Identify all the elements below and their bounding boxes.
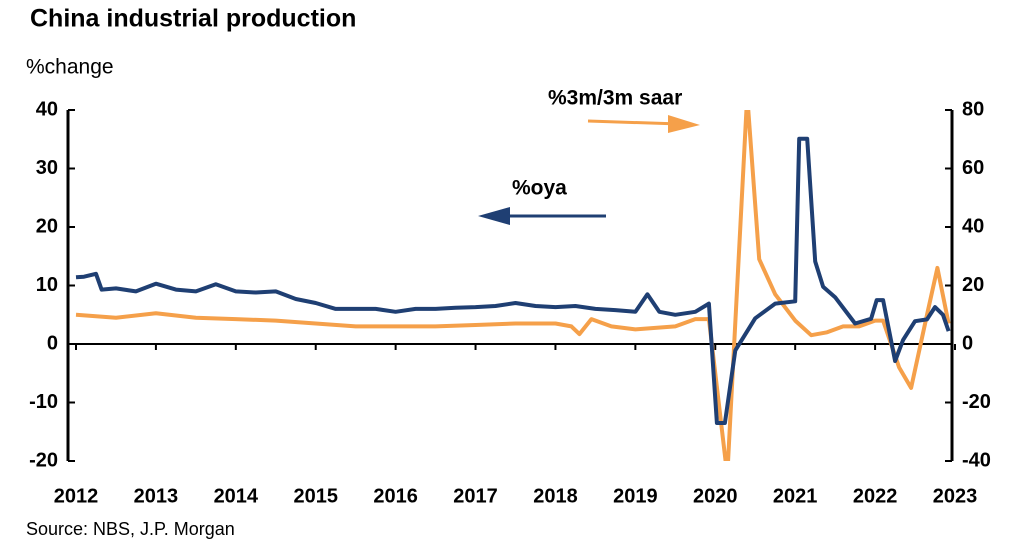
- y-tick-label: 40: [36, 98, 58, 120]
- x-tick-label: 2018: [533, 485, 578, 507]
- x-tick-label: 2021: [773, 485, 818, 507]
- x-tick-label: 2017: [453, 485, 498, 507]
- y-tick-label: -10: [29, 391, 58, 413]
- y2-tick-label: -20: [962, 391, 991, 413]
- x-tick-label: 2019: [613, 485, 658, 507]
- y-tick-label: 0: [47, 332, 58, 354]
- x-tick-label: 2016: [373, 485, 418, 507]
- y-tick-label: -20: [29, 449, 58, 471]
- chart-title: China industrial production: [30, 5, 356, 33]
- series-line: [75, 136, 951, 425]
- y2-tick-label: 20: [962, 274, 984, 296]
- y2-tick-label: 80: [962, 98, 984, 120]
- series-line: [75, 110, 951, 461]
- x-tick-label: 2012: [54, 485, 99, 507]
- y-tick-label: 10: [36, 274, 58, 296]
- y2-tick-label: 0: [962, 332, 973, 354]
- annotation: %oya: [512, 177, 567, 200]
- x-tick-label: 2022: [853, 485, 898, 507]
- x-tick-label: 2015: [293, 485, 338, 507]
- y2-tick-label: 40: [962, 215, 984, 237]
- y2-tick-label: -40: [962, 449, 991, 471]
- annotation: %3m/3m saar: [548, 87, 682, 110]
- x-tick-label: 2013: [134, 485, 179, 507]
- x-tick-label: 2020: [693, 485, 738, 507]
- y-axis-label: %change: [26, 56, 114, 79]
- y2-tick-label: 60: [962, 157, 984, 179]
- source: Source: NBS, J.P. Morgan: [26, 519, 235, 539]
- x-tick-label: 2014: [214, 485, 259, 507]
- y-tick-label: 20: [36, 215, 58, 237]
- arrow: [478, 115, 700, 225]
- x-tick-label: 2023: [933, 485, 978, 507]
- y-tick-label: 30: [36, 157, 58, 179]
